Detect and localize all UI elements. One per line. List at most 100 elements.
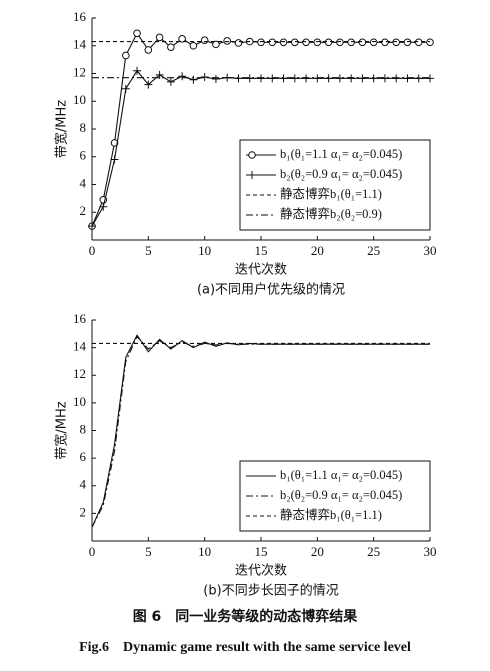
x-axis-label: 迭代次数 bbox=[235, 563, 287, 579]
marker bbox=[302, 74, 311, 83]
legend-marker bbox=[248, 151, 256, 159]
marker bbox=[200, 72, 209, 81]
x-tick-label: 0 bbox=[89, 243, 96, 258]
marker bbox=[392, 38, 401, 47]
marker bbox=[110, 155, 119, 164]
marker bbox=[392, 74, 401, 83]
series-line bbox=[91, 335, 430, 528]
y-tick-label: 8 bbox=[80, 421, 87, 436]
marker bbox=[144, 80, 153, 89]
marker bbox=[189, 75, 198, 84]
x-tick-label: 0 bbox=[89, 544, 96, 559]
marker bbox=[88, 222, 96, 231]
y-tick-label: 6 bbox=[80, 449, 87, 464]
x-tick-label: 30 bbox=[424, 243, 437, 258]
legend-label: 静态博弈b₁(θ₁=1.1) bbox=[280, 186, 382, 201]
x-tick-label: 15 bbox=[255, 544, 268, 559]
y-tick-label: 4 bbox=[80, 175, 87, 190]
y-tick-label: 12 bbox=[73, 64, 86, 79]
x-tick-label: 10 bbox=[198, 243, 211, 258]
marker bbox=[414, 38, 423, 47]
x-tick-label: 5 bbox=[145, 243, 152, 258]
x-tick-label: 20 bbox=[311, 243, 324, 258]
marker bbox=[211, 75, 220, 84]
marker bbox=[223, 37, 231, 45]
y-tick-label: 8 bbox=[80, 120, 87, 135]
legend-label: 静态博弈b₁(θ₁=1.1) bbox=[280, 507, 382, 522]
chart-caption: (a)不同用户优先级的情况 bbox=[197, 282, 345, 298]
marker bbox=[358, 74, 367, 83]
legend-label: b₁(θ₁=1.1 α₁= α₂=0.045) bbox=[280, 147, 402, 161]
y-axis-label: 带宽/MHz bbox=[54, 100, 70, 158]
y-tick-label: 4 bbox=[80, 477, 87, 492]
marker bbox=[166, 77, 175, 86]
marker bbox=[369, 74, 378, 83]
x-tick-label: 20 bbox=[311, 544, 324, 559]
marker bbox=[335, 74, 344, 83]
marker bbox=[403, 74, 412, 83]
marker bbox=[426, 38, 434, 47]
marker bbox=[369, 38, 378, 47]
marker bbox=[257, 38, 265, 47]
marker bbox=[144, 46, 153, 54]
marker bbox=[234, 74, 243, 83]
marker bbox=[133, 29, 141, 38]
marker bbox=[257, 74, 265, 83]
x-tick-label: 30 bbox=[424, 544, 437, 559]
marker bbox=[336, 38, 344, 47]
marker bbox=[324, 38, 333, 47]
marker bbox=[381, 38, 389, 47]
marker bbox=[324, 74, 333, 83]
marker bbox=[426, 74, 434, 83]
marker bbox=[178, 72, 187, 81]
y-tick-label: 6 bbox=[80, 148, 87, 163]
marker bbox=[279, 74, 288, 83]
x-tick-label: 25 bbox=[367, 243, 380, 258]
legend-marker bbox=[248, 171, 256, 179]
marker bbox=[189, 41, 198, 50]
marker bbox=[245, 74, 254, 83]
y-tick-label: 10 bbox=[73, 92, 86, 107]
marker bbox=[347, 74, 356, 83]
marker bbox=[200, 36, 209, 45]
y-tick-label: 16 bbox=[73, 311, 87, 326]
marker bbox=[99, 202, 108, 211]
marker bbox=[178, 35, 186, 43]
marker bbox=[290, 74, 299, 83]
marker bbox=[122, 51, 130, 60]
figure-caption: 图 6 同一业务等级的动态博弈结果 bbox=[133, 608, 359, 625]
marker bbox=[279, 38, 288, 47]
chart-caption: (b)不同步长因子的情况 bbox=[203, 583, 338, 599]
y-tick-label: 2 bbox=[80, 203, 87, 218]
y-tick-label: 10 bbox=[73, 394, 86, 409]
legend-label: 静态博弈b₂(θ₂=0.9) bbox=[280, 206, 382, 221]
y-tick-label: 14 bbox=[73, 339, 87, 354]
x-tick-label: 10 bbox=[198, 544, 211, 559]
marker bbox=[302, 38, 310, 47]
x-tick-label: 15 bbox=[255, 243, 268, 258]
marker bbox=[380, 74, 389, 83]
y-tick-label: 2 bbox=[80, 504, 87, 519]
marker bbox=[414, 74, 423, 83]
y-axis-label: 带宽/MHz bbox=[54, 401, 70, 459]
legend-label: b₂(θ₂=0.9 α₁= α₂=0.045) bbox=[280, 488, 402, 502]
marker bbox=[268, 74, 277, 83]
marker bbox=[347, 38, 355, 47]
x-tick-label: 5 bbox=[145, 544, 152, 559]
marker bbox=[291, 38, 299, 47]
y-tick-label: 16 bbox=[73, 9, 87, 24]
x-axis-label: 迭代次数 bbox=[235, 262, 287, 278]
y-tick-label: 14 bbox=[73, 37, 87, 52]
figure-caption-en: Fig.6 Dynamic game result with the same … bbox=[79, 640, 411, 655]
marker bbox=[155, 33, 164, 42]
marker bbox=[212, 40, 220, 49]
marker bbox=[110, 139, 119, 147]
marker bbox=[268, 38, 277, 47]
legend-label: b₂(θ₂=0.9 α₁= α₂=0.045) bbox=[280, 167, 402, 181]
y-tick-label: 12 bbox=[73, 366, 86, 381]
marker bbox=[234, 39, 243, 47]
marker bbox=[313, 38, 322, 47]
legend-label: b₁(θ₁=1.1 α₁= α₂=0.045) bbox=[280, 468, 402, 482]
marker bbox=[133, 66, 142, 75]
